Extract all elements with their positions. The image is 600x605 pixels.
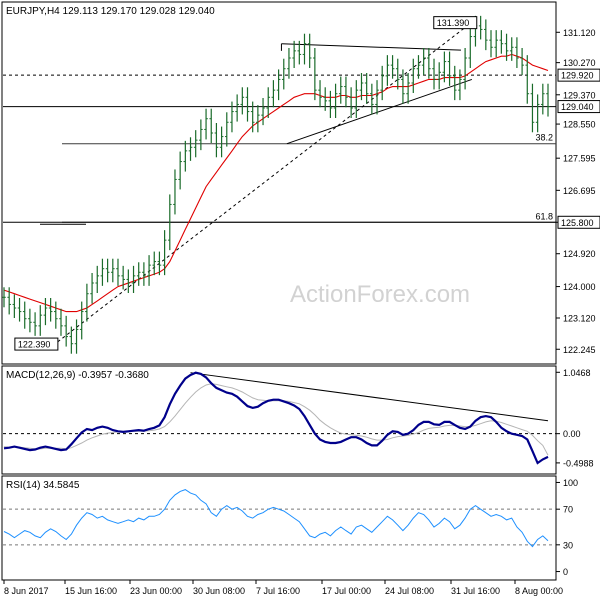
macd-axis-tick-label: -0.4988 xyxy=(563,458,594,468)
rsi-label: RSI(14) 34.5845 xyxy=(6,480,80,491)
instrument-header: EURJPY,H4 129.113 129.170 129.028 129.04… xyxy=(6,6,215,17)
rsi-axis-tick-label: 30 xyxy=(563,540,573,550)
high-annotation-box xyxy=(433,16,478,30)
fib-level-label: 61.8 xyxy=(535,211,553,221)
price-level-box xyxy=(557,215,600,229)
rsi-panel-frame xyxy=(1,475,557,581)
macd-axis-tick-label: 1.0468 xyxy=(563,368,591,378)
price-panel: 131.120 130.270 129.370 128.550 127.595 126.6… xyxy=(2,15,600,355)
rsi-axis-tick-label: 100 xyxy=(563,478,578,488)
x-tick-label: 7 Jul 16:00 xyxy=(256,586,300,596)
price-axis-tick-label: 128.550 xyxy=(563,120,596,130)
price-panel-frame xyxy=(1,1,557,365)
low-annotation-label: 122.390 xyxy=(18,340,51,350)
rsi-panel: 100 70 30 0 xyxy=(3,478,578,577)
moving-average-line xyxy=(3,53,549,313)
price-level-label: 129.920 xyxy=(561,71,594,81)
triangle-top xyxy=(281,43,461,51)
low-annotation-box xyxy=(14,337,59,351)
macd-label: MACD(12,26,9) -0.3957 -0.3680 xyxy=(6,370,149,381)
x-tick-label: 23 Jun 00:00 xyxy=(130,586,182,596)
high-annotation-label: 131.390 xyxy=(437,18,470,28)
macd-panel: 1.0468 0.00 -0.4988 xyxy=(3,368,594,468)
rsi-line xyxy=(3,489,549,548)
price-axis-tick-label: 124.920 xyxy=(563,249,596,259)
price-level-box xyxy=(557,68,600,82)
macd-axis-tick-label: 0.00 xyxy=(563,429,581,439)
price-level-label: 125.800 xyxy=(561,218,594,228)
rsi-axis-tick-label: 70 xyxy=(563,505,573,515)
price-axis-tick-label: 124.000 xyxy=(563,282,596,292)
x-tick-label: 30 Jun 08:00 xyxy=(193,586,245,596)
rsi-axis-tick-label: 0 xyxy=(563,567,568,577)
macd-line xyxy=(3,371,549,465)
price-axis-tick-label: 126.695 xyxy=(563,186,596,196)
price-axis-tick-label: 129.370 xyxy=(563,90,596,100)
macd-trendline xyxy=(190,372,549,422)
price-level-label: 129.040 xyxy=(561,102,594,112)
x-tick-label: 15 Jun 16:00 xyxy=(65,586,117,596)
trendline-lower xyxy=(286,78,473,145)
price-axis-tick-label: 130.270 xyxy=(563,58,596,68)
x-tick-label: 8 Jun 2017 xyxy=(4,586,49,596)
x-axis: 8 Jun 2017 15 Jun 16:00 23 Jun 00:00 30 Jun… xyxy=(3,580,563,596)
x-tick-label: 17 Jul 00:00 xyxy=(322,586,371,596)
price-axis-tick-label: 123.120 xyxy=(563,314,596,324)
x-tick-label: 24 Jul 08:00 xyxy=(385,586,434,596)
x-tick-label: 31 Jul 16:00 xyxy=(451,586,500,596)
price-axis-tick-label: 131.120 xyxy=(563,28,596,38)
fib-level-label: 38.2 xyxy=(535,133,553,143)
x-tick-label: 8 Aug 00:00 xyxy=(515,586,563,596)
watermark: ActionForex.com xyxy=(290,281,470,308)
price-bars xyxy=(2,15,550,354)
price-axis-tick-label: 122.245 xyxy=(563,345,596,355)
trendline-major xyxy=(52,21,473,346)
price-axis-tick-label: 127.595 xyxy=(563,154,596,164)
macd-panel-frame xyxy=(1,365,557,475)
price-level-box xyxy=(557,100,600,114)
